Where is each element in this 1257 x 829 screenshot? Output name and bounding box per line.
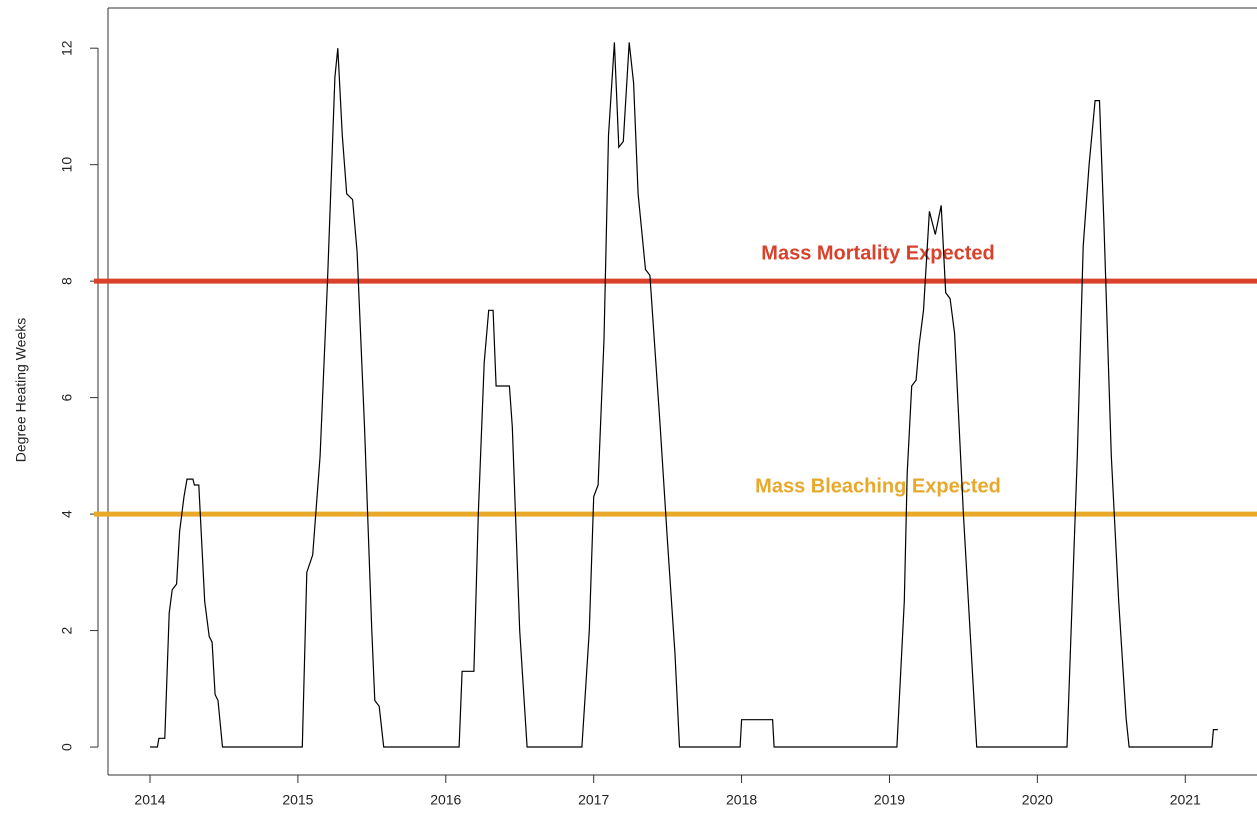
y-tick-label: 8 xyxy=(59,277,75,285)
y-tick-label: 12 xyxy=(59,40,75,56)
y-tick-label: 4 xyxy=(59,510,75,518)
x-tick-label: 2014 xyxy=(134,792,165,808)
y-tick-label: 0 xyxy=(59,743,75,751)
y-tick-label: 10 xyxy=(59,157,75,173)
y-axis-label: Degree Heating Weeks xyxy=(13,318,29,462)
x-tick-label: 2016 xyxy=(430,792,461,808)
y-tick-label: 6 xyxy=(59,394,75,402)
y-tick-label: 2 xyxy=(59,626,75,634)
x-tick-label: 2021 xyxy=(1170,792,1201,808)
x-tick-label: 2019 xyxy=(874,792,905,808)
x-tick-label: 2017 xyxy=(578,792,609,808)
threshold-label: Mass Mortality Expected xyxy=(761,242,994,264)
data-line xyxy=(150,42,1218,748)
x-tick-label: 2020 xyxy=(1022,792,1053,808)
threshold-label: Mass Bleaching Expected xyxy=(755,475,1001,497)
x-tick-label: 2018 xyxy=(726,792,757,808)
x-tick-label: 2015 xyxy=(282,792,313,808)
